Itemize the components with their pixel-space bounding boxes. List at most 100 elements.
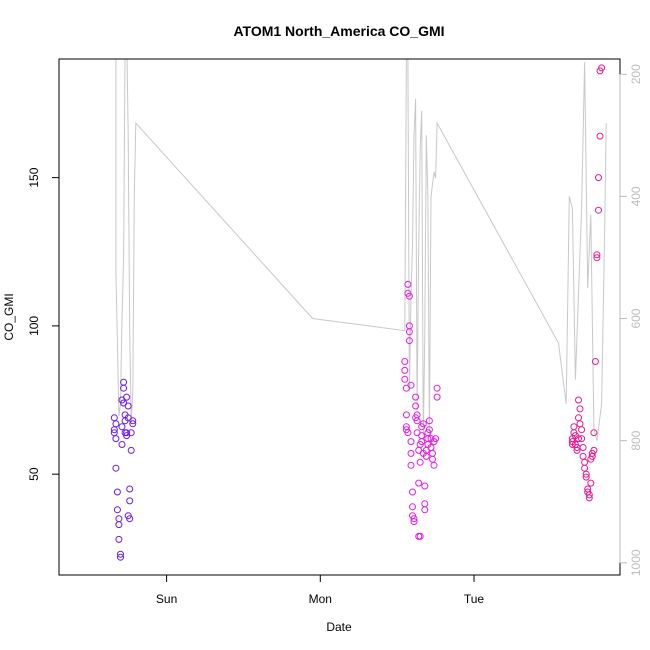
data-point bbox=[405, 337, 413, 345]
data-point bbox=[412, 402, 420, 410]
y-tick-label: 100 bbox=[27, 316, 41, 336]
data-point bbox=[595, 174, 602, 182]
data-point bbox=[421, 482, 429, 490]
data-point bbox=[425, 426, 433, 434]
data-point bbox=[404, 280, 412, 288]
data-point bbox=[407, 461, 415, 469]
x-axis: Sun Mon Tue bbox=[156, 574, 485, 606]
x-tick-label: Tue bbox=[464, 592, 485, 606]
data-point bbox=[421, 500, 429, 508]
data-point bbox=[585, 491, 593, 499]
data-point bbox=[112, 420, 120, 428]
data-point bbox=[578, 435, 586, 443]
data-point bbox=[110, 414, 118, 422]
data-point bbox=[591, 358, 599, 365]
data-point bbox=[579, 444, 587, 451]
data-point bbox=[112, 435, 120, 443]
y-tick-label: 150 bbox=[27, 167, 41, 187]
chart-title: ATOM1 North_America CO_GMI bbox=[233, 23, 444, 39]
y2-tick-label: 1000 bbox=[629, 549, 643, 576]
data-point bbox=[430, 461, 438, 469]
data-point bbox=[127, 446, 135, 454]
x-axis-label: Date bbox=[326, 620, 352, 634]
data-point bbox=[123, 429, 131, 437]
data-point bbox=[410, 518, 418, 526]
data-point bbox=[117, 553, 124, 561]
data-point bbox=[410, 515, 418, 523]
secondary-y-axis: 200 400 600 800 1000 bbox=[619, 64, 643, 576]
data-point bbox=[581, 464, 589, 472]
x-tick-label: Mon bbox=[309, 592, 332, 606]
data-point bbox=[582, 473, 590, 481]
data-point bbox=[595, 206, 602, 214]
data-point bbox=[407, 381, 415, 389]
y-axis-label: CO_GMI bbox=[2, 293, 16, 340]
data-point bbox=[429, 449, 436, 457]
data-point bbox=[579, 452, 587, 460]
data-point bbox=[429, 455, 436, 463]
plot-frame bbox=[58, 58, 621, 576]
data-point bbox=[115, 515, 123, 523]
data-point bbox=[401, 366, 409, 374]
data-point bbox=[596, 132, 604, 140]
data-point bbox=[112, 464, 120, 472]
data-point bbox=[590, 446, 598, 454]
data-point bbox=[575, 396, 582, 404]
pressure-line-layer bbox=[115, 59, 607, 441]
data-point bbox=[407, 438, 415, 446]
data-point bbox=[598, 64, 606, 72]
data-point bbox=[402, 411, 410, 419]
data-point bbox=[405, 328, 413, 336]
data-point bbox=[578, 426, 586, 434]
data-point bbox=[118, 441, 126, 448]
data-point bbox=[433, 393, 441, 401]
y2-tick-label: 600 bbox=[629, 308, 643, 328]
y-tick-label: 50 bbox=[27, 467, 41, 481]
y2-tick-label: 400 bbox=[629, 186, 643, 206]
data-point bbox=[593, 251, 601, 259]
data-point bbox=[120, 378, 128, 386]
data-point bbox=[575, 414, 582, 422]
data-point bbox=[407, 449, 415, 457]
data-point bbox=[416, 532, 424, 540]
data-point bbox=[409, 503, 416, 511]
data-point bbox=[123, 393, 131, 401]
y-axis: 50 100 150 bbox=[27, 167, 59, 481]
data-point bbox=[113, 488, 121, 496]
points-layer bbox=[110, 64, 606, 561]
data-point bbox=[409, 488, 416, 496]
data-point bbox=[419, 420, 427, 428]
data-point bbox=[113, 506, 121, 514]
y2-tick-label: 800 bbox=[629, 430, 643, 450]
data-point bbox=[126, 515, 134, 523]
data-point bbox=[593, 254, 601, 262]
data-point bbox=[126, 497, 134, 505]
data-point bbox=[415, 479, 423, 487]
data-point bbox=[118, 423, 126, 431]
pressure-line bbox=[115, 59, 607, 441]
data-point bbox=[421, 506, 429, 514]
data-point bbox=[573, 446, 581, 454]
data-point bbox=[590, 429, 598, 437]
data-point bbox=[587, 479, 595, 487]
x-tick-label: Sun bbox=[156, 592, 177, 606]
data-point bbox=[126, 485, 134, 493]
data-point bbox=[127, 429, 135, 437]
data-point bbox=[129, 420, 137, 428]
data-point bbox=[570, 423, 578, 431]
data-point bbox=[432, 435, 440, 443]
data-point bbox=[413, 417, 421, 425]
data-point bbox=[129, 417, 137, 425]
data-point bbox=[425, 417, 433, 425]
data-point bbox=[124, 402, 132, 410]
data-point bbox=[120, 384, 128, 392]
y2-tick-label: 200 bbox=[629, 64, 643, 84]
data-point bbox=[401, 358, 409, 365]
data-point bbox=[582, 470, 590, 478]
data-point bbox=[115, 535, 123, 543]
data-point bbox=[117, 550, 124, 558]
data-point bbox=[433, 384, 441, 392]
data-point bbox=[405, 292, 413, 300]
data-point bbox=[115, 521, 123, 529]
